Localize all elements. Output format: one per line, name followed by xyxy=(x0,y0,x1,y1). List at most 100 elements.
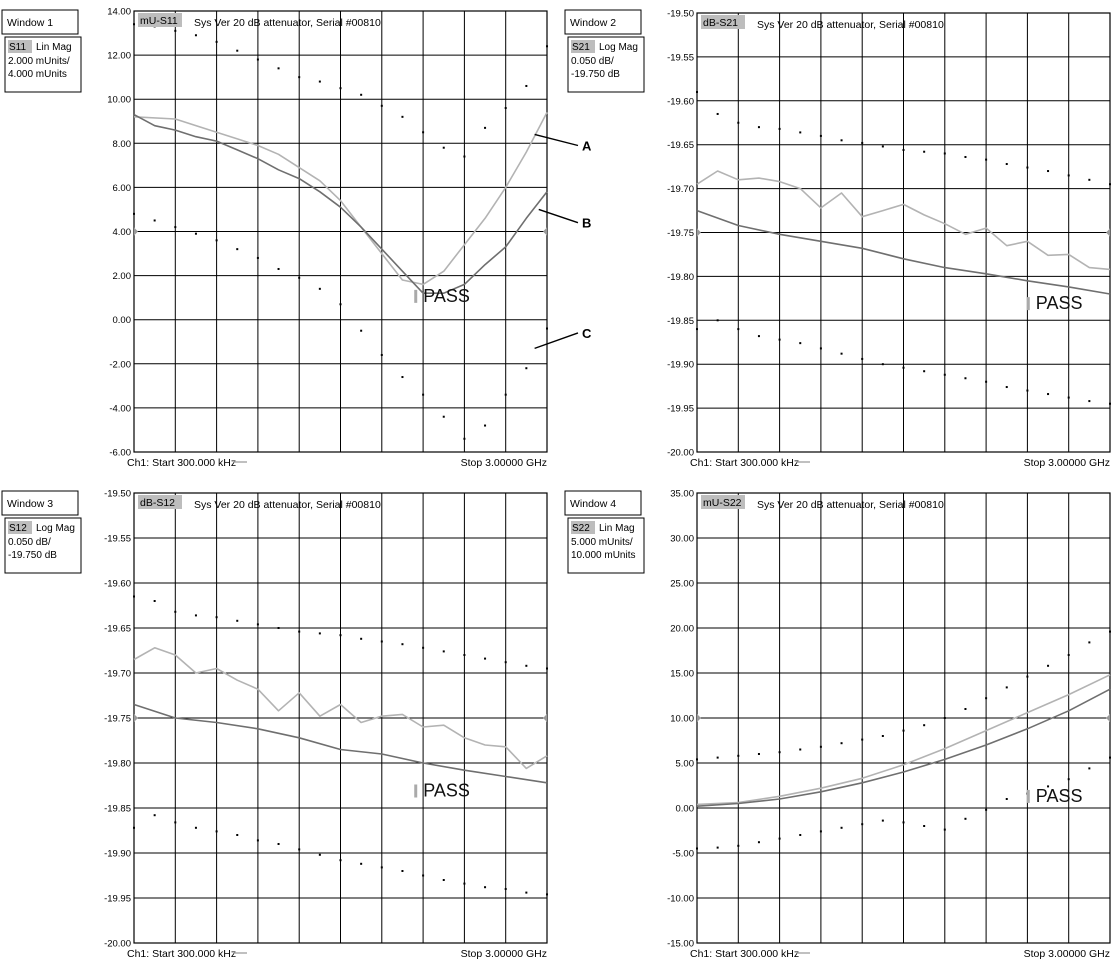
limit-point xyxy=(422,131,425,134)
limit-point xyxy=(1047,170,1050,173)
y-tick-label: -19.75 xyxy=(667,228,694,239)
limit-point xyxy=(861,823,864,826)
limit-point xyxy=(215,616,218,619)
limit-point xyxy=(737,328,740,331)
limit-point xyxy=(442,415,445,418)
sweep-start-label: Ch1: Start 300.000 kHz xyxy=(127,948,236,960)
measurement-tag-highlight xyxy=(701,15,745,29)
measurement-tag: mU-S11 xyxy=(140,15,178,27)
limit-point xyxy=(923,825,926,827)
y-tick-label: -19.50 xyxy=(104,489,131,500)
limit-point xyxy=(716,319,719,322)
y-tick-label: -19.65 xyxy=(104,624,131,635)
limit-point xyxy=(716,112,719,115)
callout-label-a: A xyxy=(582,139,592,154)
limit-point xyxy=(881,145,884,148)
limit-point xyxy=(757,126,760,129)
limit-point xyxy=(840,742,843,745)
limit-point xyxy=(985,158,988,161)
y-tick-label: -19.60 xyxy=(667,96,694,107)
limit-point xyxy=(339,859,342,862)
window-label: Window 2 xyxy=(570,17,616,29)
limit-point xyxy=(277,67,280,70)
y-tick-label: 8.00 xyxy=(113,139,132,150)
sweep-stop-label: Stop 3.00000 GHz xyxy=(461,948,547,960)
y-tick-label: 12.00 xyxy=(107,51,131,62)
reference-marker-right xyxy=(543,714,547,722)
limit-point xyxy=(442,146,445,149)
limit-point xyxy=(256,58,259,61)
limit-point xyxy=(716,846,719,849)
y-tick-label: -19.55 xyxy=(667,52,694,63)
y-tick-label: -6.00 xyxy=(109,448,131,459)
limit-point xyxy=(1005,386,1008,389)
y-tick-label: -19.85 xyxy=(667,316,694,327)
limit-point xyxy=(298,276,301,279)
limit-point xyxy=(298,848,301,851)
limit-point xyxy=(339,87,342,90)
sweep-start-label: Ch1: Start 300.000 kHz xyxy=(690,948,799,960)
window-label: Window 4 xyxy=(570,498,616,510)
limit-point xyxy=(1088,767,1091,770)
limit-point xyxy=(1047,393,1050,396)
window-label-box xyxy=(564,490,642,516)
parameter-highlight xyxy=(571,40,595,53)
limit-point xyxy=(716,756,719,759)
y-tick-label: -20.00 xyxy=(104,939,131,950)
limit-point xyxy=(422,646,425,649)
limit-point xyxy=(360,637,363,640)
limit-line-series-4 xyxy=(696,756,1111,850)
limit-point xyxy=(256,256,259,259)
limit-point xyxy=(799,131,802,134)
parameter-name: S21 xyxy=(572,42,590,53)
limit-point xyxy=(546,327,548,330)
limit-point xyxy=(546,893,548,896)
limit-point xyxy=(318,287,321,290)
chart-window-2: -19.50 -19.55 -19.60 -19.65 -19.70 -19.75 -19.… xyxy=(564,9,1111,469)
parameter-reference: -19.750 dB xyxy=(8,550,57,561)
limit-line-series-3 xyxy=(133,595,548,670)
limit-point xyxy=(923,150,926,153)
limit-point xyxy=(133,595,135,598)
callout-label-b: B xyxy=(582,216,591,231)
limit-point xyxy=(318,632,321,635)
trace-dark-2 xyxy=(133,113,548,295)
limit-point xyxy=(236,248,239,251)
parameter-scale: 0.050 dB/ xyxy=(571,56,614,67)
limit-point xyxy=(236,49,239,52)
limit-point xyxy=(1109,183,1111,186)
limit-point xyxy=(881,819,884,822)
callout-line xyxy=(534,332,579,350)
window-label-box xyxy=(1,9,79,35)
limit-point xyxy=(1088,641,1091,644)
limit-point xyxy=(360,329,363,332)
limit-point xyxy=(339,303,342,306)
parameter-scale: 5.000 mUnits/ xyxy=(571,537,633,548)
y-tick-label: -19.70 xyxy=(104,669,131,680)
trace-light-1 xyxy=(696,674,1111,806)
trace-dark-2 xyxy=(133,703,548,784)
y-tick-label: 10.00 xyxy=(107,95,131,106)
limit-point xyxy=(902,821,905,824)
y-tick-label: -19.65 xyxy=(667,140,694,151)
limit-point xyxy=(881,363,884,366)
y-tick-label: 15.00 xyxy=(670,669,694,680)
limit-point xyxy=(422,393,425,396)
measurement-tag: mU-S22 xyxy=(703,497,742,509)
limit-point xyxy=(1026,166,1029,169)
limit-point xyxy=(318,80,321,83)
limit-point xyxy=(757,753,760,755)
limit-point xyxy=(819,830,822,833)
limit-point xyxy=(236,619,239,622)
parameter-highlight xyxy=(8,40,32,53)
parameter-name: S11 xyxy=(9,42,26,53)
reference-marker-left xyxy=(697,228,701,237)
y-tick-label: -19.80 xyxy=(104,759,131,770)
limit-point xyxy=(757,335,760,338)
limit-point xyxy=(256,839,259,842)
limit-point xyxy=(819,745,822,748)
reference-marker-right xyxy=(1106,714,1110,722)
window-label: Window 1 xyxy=(7,17,53,29)
limit-point xyxy=(943,828,946,831)
limit-point xyxy=(422,874,425,877)
